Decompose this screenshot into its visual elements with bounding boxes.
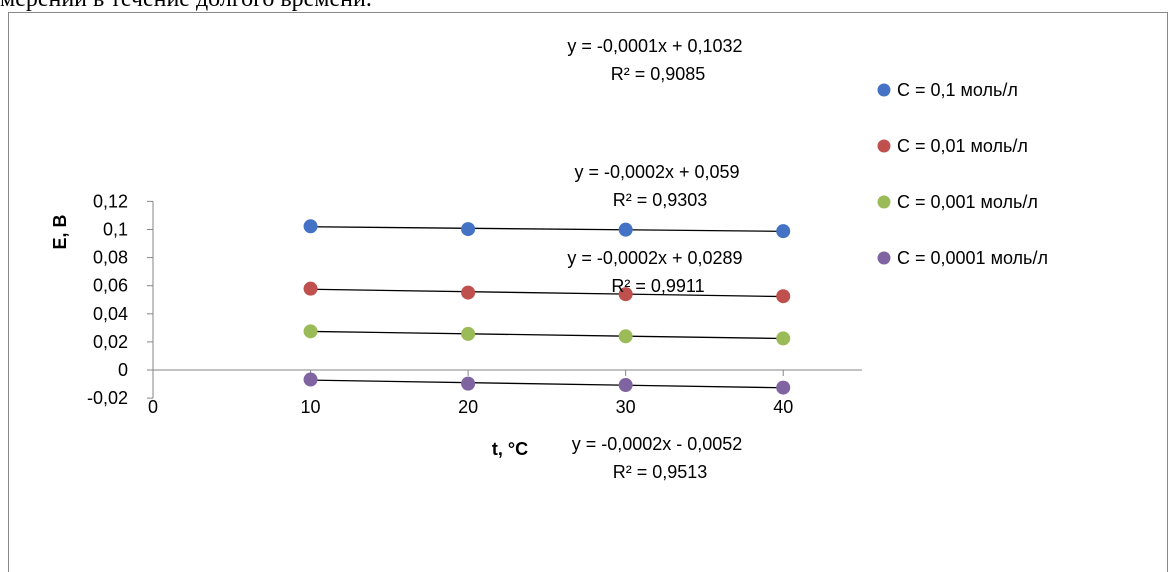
data-point — [461, 222, 476, 237]
x-tick-label: 40 — [773, 397, 793, 417]
y-tick-label: -0,02 — [87, 388, 128, 408]
data-point — [776, 289, 791, 304]
trendline — [310, 330, 784, 340]
data-point — [303, 281, 318, 296]
data-point — [461, 376, 476, 391]
trendline-equation: y = -0,0002x - 0,0052 — [572, 434, 743, 454]
data-point — [776, 380, 791, 395]
y-tick-label: 0,06 — [93, 276, 128, 296]
data-point — [618, 329, 633, 344]
data-point — [776, 331, 791, 346]
data-point — [461, 326, 476, 341]
data-point — [618, 287, 633, 302]
y-tick-label: 0,1 — [103, 220, 128, 240]
data-point — [618, 222, 633, 237]
trendline-r2: R² = 0,9085 — [611, 64, 706, 84]
legend-marker — [877, 195, 891, 209]
trendline — [310, 288, 784, 298]
trendline-labels: y = -0,0001x + 0,1032 R² = 0,9085 y = -0,0… — [567, 36, 742, 482]
x-axis-title: t, °C — [492, 439, 528, 459]
legend-label: C = 0,0001 моль/л — [897, 248, 1048, 268]
x-tick-label: 0 — [148, 397, 158, 417]
axes: -0,02 0 0,02 0,04 0,06 0,08 0,1 0,12 0 10 20 30 40 — [87, 191, 862, 417]
y-tick-label: 0 — [118, 360, 128, 380]
legend: C = 0,1 моль/л C = 0,01 моль/л C = 0,001 м… — [877, 80, 1048, 268]
trendline-equation: y = -0,0002x + 0,0289 — [567, 248, 742, 268]
y-tick-label: 0,04 — [93, 304, 128, 324]
y-tick-label: 0,02 — [93, 332, 128, 352]
data-points — [303, 219, 791, 395]
x-tick-label: 20 — [458, 397, 478, 417]
data-point — [303, 324, 318, 339]
trendline-r2: R² = 0,9911 — [611, 276, 704, 296]
trendlines — [310, 226, 784, 389]
trendline-r2: R² = 0,9303 — [613, 190, 708, 210]
trendline-equation: y = -0,0002x + 0,059 — [574, 162, 739, 182]
y-tick-label: 0,08 — [93, 248, 128, 268]
legend-marker — [877, 83, 891, 97]
page-text-fragment: мерении в течение долгого времени. — [0, 0, 372, 13]
x-tick-label: 10 — [301, 397, 321, 417]
legend-label: C = 0,01 моль/л — [897, 136, 1028, 156]
trendline — [310, 226, 784, 232]
x-tick-label: 30 — [616, 397, 636, 417]
trendline — [310, 379, 784, 389]
legend-label: C = 0,001 моль/л — [897, 192, 1038, 212]
y-axis-title: E, В — [50, 214, 70, 249]
data-point — [303, 219, 318, 234]
data-point — [618, 378, 633, 393]
legend-marker — [877, 251, 891, 265]
legend-label: C = 0,1 моль/л — [897, 80, 1018, 100]
trendline-equation: y = -0,0001x + 0,1032 — [567, 36, 742, 56]
trendline-r2: R² = 0,9513 — [613, 462, 708, 482]
data-point — [461, 285, 476, 300]
y-tick-label: 0,12 — [93, 191, 128, 211]
chart-area — [8, 12, 1168, 572]
data-point — [776, 224, 791, 239]
legend-marker — [877, 139, 891, 153]
data-point — [303, 372, 318, 387]
